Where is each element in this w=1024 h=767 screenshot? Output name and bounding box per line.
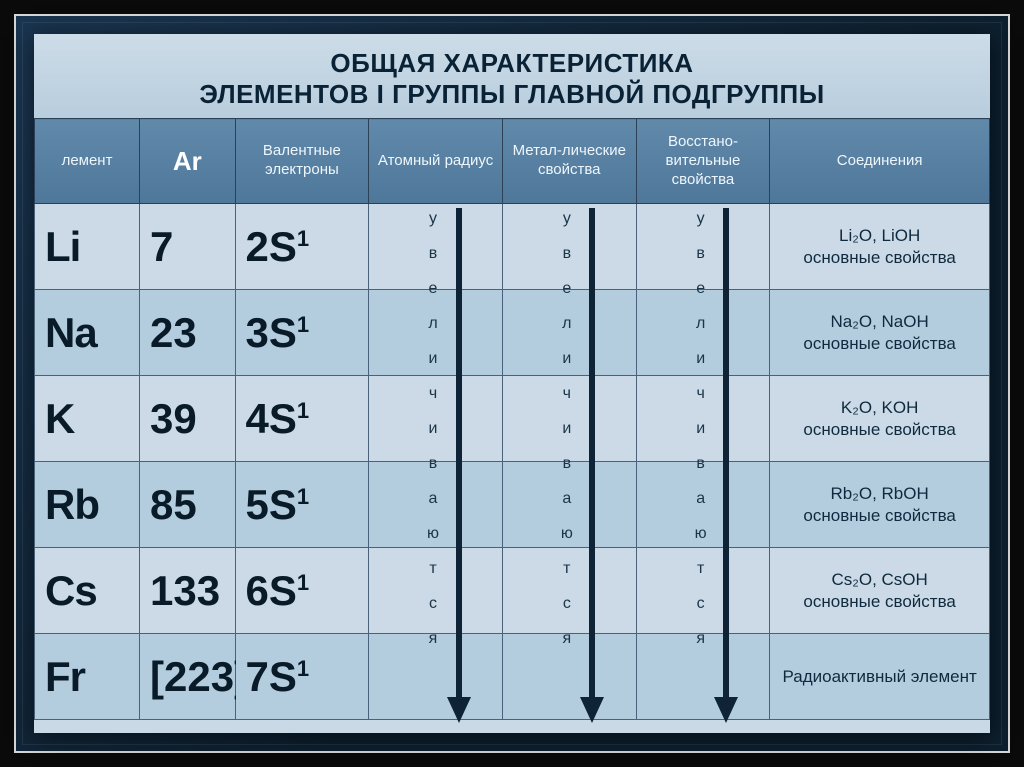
cell-arrow-zone [636, 634, 770, 720]
cell-arrow-zone [369, 548, 503, 634]
cell-arrow-zone [636, 376, 770, 462]
cell-ar: [223] [140, 634, 236, 720]
cell-arrow-zone [502, 376, 636, 462]
table-row: Li72S1 Li₂O, LiOHосновные свойства [35, 204, 990, 290]
cell-arrow-zone [636, 204, 770, 290]
cell-arrow-zone [502, 290, 636, 376]
header-valence: Валентные электроны [235, 119, 369, 204]
cell-valence: 4S1 [235, 376, 369, 462]
outer-frame: ОБЩАЯ ХАРАКТЕРИСТИКА ЭЛЕМЕНТОВ I ГРУППЫ … [14, 14, 1010, 753]
title-line-1: ОБЩАЯ ХАРАКТЕРИСТИКА [44, 48, 980, 79]
cell-symbol: Cs [35, 548, 140, 634]
cell-ar: 39 [140, 376, 236, 462]
cell-compounds: Cs₂O, CsOHосновные свойства [770, 548, 990, 634]
cell-symbol: Fr [35, 634, 140, 720]
cell-valence: 5S1 [235, 462, 369, 548]
cell-ar: 133 [140, 548, 236, 634]
cell-arrow-zone [369, 290, 503, 376]
cell-arrow-zone [369, 462, 503, 548]
header-ar: Ar [140, 119, 236, 204]
cell-ar: 7 [140, 204, 236, 290]
cell-compounds: Радиоактивный элемент [770, 634, 990, 720]
header-radius: Атомный радиус [369, 119, 503, 204]
cell-arrow-zone [636, 290, 770, 376]
table-row: Rb855S1 Rb₂O, RbOHосновные свойства [35, 462, 990, 548]
cell-compounds: Li₂O, LiOHосновные свойства [770, 204, 990, 290]
cell-ar: 85 [140, 462, 236, 548]
table-row: Na233S1 Na₂O, NaOHосновные свойства [35, 290, 990, 376]
cell-valence: 7S1 [235, 634, 369, 720]
header-compounds: Соединения [770, 119, 990, 204]
cell-valence: 3S1 [235, 290, 369, 376]
cell-symbol: Li [35, 204, 140, 290]
cell-valence: 2S1 [235, 204, 369, 290]
cell-arrow-zone [502, 204, 636, 290]
cell-arrow-zone [502, 634, 636, 720]
header-element: лемент [35, 119, 140, 204]
cell-compounds: K₂O, KOHосновные свойства [770, 376, 990, 462]
cell-arrow-zone [502, 462, 636, 548]
title-line-2: ЭЛЕМЕНТОВ I ГРУППЫ ГЛАВНОЙ ПОДГРУППЫ [44, 79, 980, 110]
cell-arrow-zone [502, 548, 636, 634]
cell-symbol: Na [35, 290, 140, 376]
cell-arrow-zone [369, 634, 503, 720]
header-reducing: Восстано-вительные свойства [636, 119, 770, 204]
cell-compounds: Rb₂O, RbOHосновные свойства [770, 462, 990, 548]
table-row: K394S1 K₂O, KOHосновные свойства [35, 376, 990, 462]
elements-table: лемент Ar Валентные электроны Атомный ра… [34, 118, 990, 720]
header-metallic: Метал-лические свойства [502, 119, 636, 204]
cell-symbol: K [35, 376, 140, 462]
table-row: Fr[223]7S1 Радиоактивный элемент [35, 634, 990, 720]
cell-symbol: Rb [35, 462, 140, 548]
cell-arrow-zone [369, 204, 503, 290]
cell-valence: 6S1 [235, 548, 369, 634]
title-block: ОБЩАЯ ХАРАКТЕРИСТИКА ЭЛЕМЕНТОВ I ГРУППЫ … [34, 34, 990, 118]
cell-arrow-zone [636, 548, 770, 634]
cell-arrow-zone [636, 462, 770, 548]
slide-card: ОБЩАЯ ХАРАКТЕРИСТИКА ЭЛЕМЕНТОВ I ГРУППЫ … [34, 34, 990, 733]
cell-ar: 23 [140, 290, 236, 376]
table-row: Cs1336S1 Cs₂O, CsOHосновные свойства [35, 548, 990, 634]
header-row: лемент Ar Валентные электроны Атомный ра… [35, 119, 990, 204]
cell-arrow-zone [369, 376, 503, 462]
cell-compounds: Na₂O, NaOHосновные свойства [770, 290, 990, 376]
